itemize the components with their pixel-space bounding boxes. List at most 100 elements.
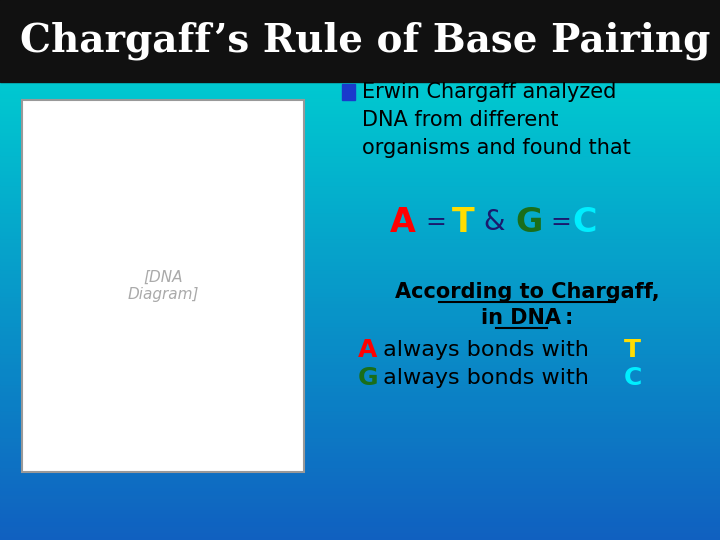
Bar [0, 153, 720, 158]
Bar [0, 146, 720, 151]
Bar [0, 291, 720, 296]
Bar [0, 367, 720, 372]
Bar [0, 318, 720, 322]
Bar [0, 535, 720, 540]
Bar [0, 493, 720, 498]
Bar [0, 150, 720, 154]
Bar [0, 451, 720, 456]
Bar [0, 96, 720, 101]
Bar [0, 474, 720, 479]
Bar [0, 531, 720, 536]
Bar [0, 180, 720, 185]
Bar [0, 375, 720, 380]
Bar [0, 222, 720, 227]
Text: According to Chargaff,: According to Chargaff, [395, 282, 660, 302]
Bar [0, 333, 720, 338]
Bar [0, 341, 720, 346]
Bar [0, 485, 720, 490]
Bar [0, 516, 720, 521]
Bar [0, 138, 720, 143]
Bar [0, 131, 720, 136]
Bar [0, 157, 720, 162]
Bar [0, 459, 720, 464]
Text: always bonds with: always bonds with [376, 368, 596, 388]
Bar [0, 505, 720, 509]
Text: organisms and found that: organisms and found that [362, 138, 631, 158]
Bar [0, 123, 720, 128]
Bar [0, 394, 720, 399]
Bar [0, 169, 720, 173]
Text: =: = [418, 210, 455, 234]
Bar [0, 192, 720, 197]
Bar [0, 241, 720, 246]
Bar [0, 489, 720, 494]
Bar [0, 325, 720, 330]
Bar [0, 436, 720, 441]
Bar [0, 89, 720, 93]
Text: A: A [390, 206, 416, 239]
Bar [0, 440, 720, 444]
Bar [0, 161, 720, 166]
Bar [0, 104, 720, 109]
Bar [0, 356, 720, 361]
Bar [0, 345, 720, 349]
Bar [0, 524, 720, 529]
Bar [0, 455, 720, 460]
Bar [0, 207, 720, 212]
Bar [0, 112, 720, 116]
Bar [0, 173, 720, 178]
Text: always bonds with: always bonds with [376, 340, 596, 360]
Bar [0, 214, 720, 219]
Text: T: T [624, 338, 641, 362]
Bar [0, 314, 720, 319]
Bar [0, 337, 720, 341]
Text: C: C [572, 206, 596, 239]
Bar [0, 165, 720, 170]
Bar [0, 406, 720, 410]
Text: =: = [543, 210, 580, 234]
Bar [0, 245, 720, 250]
Bar [0, 234, 720, 239]
Bar [0, 287, 720, 292]
Text: &: & [475, 208, 514, 236]
Bar [0, 188, 720, 193]
Bar [0, 348, 720, 353]
Bar [0, 142, 720, 147]
Bar [0, 177, 720, 181]
Bar [0, 81, 720, 86]
Bar [0, 253, 720, 258]
Bar [0, 211, 720, 215]
Bar [0, 371, 720, 376]
Bar [0, 260, 720, 265]
Bar [0, 467, 720, 471]
Bar [0, 92, 720, 97]
Text: T: T [452, 206, 474, 239]
Text: G: G [515, 206, 542, 239]
Bar [0, 501, 720, 505]
Bar [0, 512, 720, 517]
Bar [0, 329, 720, 334]
Bar [0, 413, 720, 418]
Bar [0, 249, 720, 254]
Bar [0, 268, 720, 273]
Bar [0, 528, 720, 532]
Bar [0, 230, 720, 235]
Text: DNA from different: DNA from different [362, 110, 559, 130]
Bar [0, 352, 720, 357]
Bar [0, 310, 720, 315]
Bar [0, 390, 720, 395]
Bar [0, 382, 720, 387]
Bar [0, 509, 720, 514]
Bar [0, 432, 720, 437]
Bar [22, 100, 304, 472]
Bar [0, 497, 720, 502]
Bar [0, 218, 720, 223]
Bar [0, 280, 720, 284]
Text: C: C [624, 366, 642, 390]
Bar [0, 424, 720, 429]
Bar [0, 238, 720, 242]
Bar [0, 107, 720, 112]
Text: G: G [358, 366, 379, 390]
Bar [0, 119, 720, 124]
Bar [0, 482, 720, 487]
